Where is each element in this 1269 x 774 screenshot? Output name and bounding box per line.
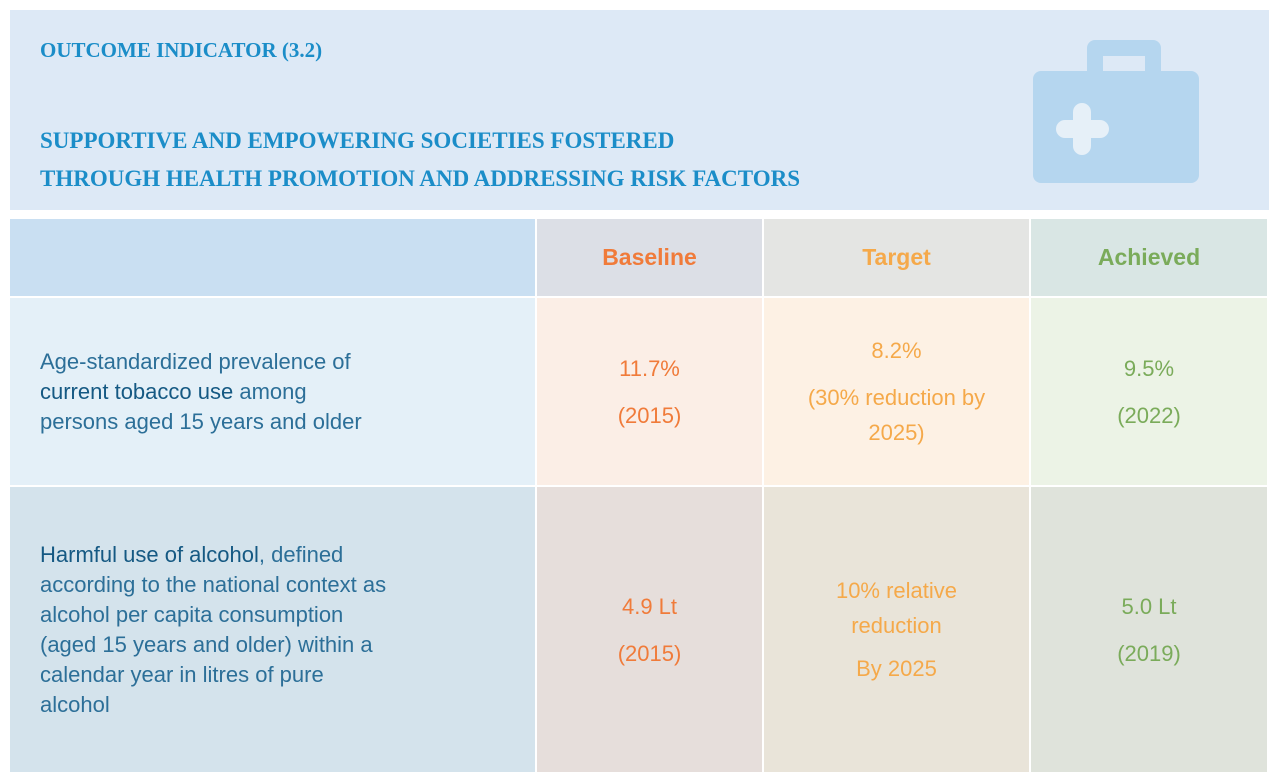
emphasis: Harmful use of alcohol xyxy=(40,541,259,567)
note: (2015) xyxy=(617,402,682,428)
header-band: OUTCOME INDICATOR (3.2) SUPPORTIVE AND E… xyxy=(10,10,1269,210)
row: Age-standardized prevalence of current t… xyxy=(10,298,1267,485)
value: 8.2% xyxy=(871,338,922,363)
value: 5.0 Lt xyxy=(1121,593,1177,619)
header-row: Baseline Target Achieved xyxy=(10,219,1267,296)
briefcase-icon xyxy=(1033,40,1199,183)
achieved-cell: 5.0 Lt (2019) xyxy=(1031,487,1267,772)
note: By 2025 xyxy=(856,656,937,681)
baseline-cell: 11.7% (2015) xyxy=(537,298,762,485)
header-cell: Target xyxy=(764,219,1029,296)
indicator-cell: Age-standardized prevalence of current t… xyxy=(10,298,535,485)
indicator-table: Baseline Target Achieved Age-standardize… xyxy=(8,217,1269,774)
indicator-label: OUTCOME INDICATOR (3.2) xyxy=(40,38,323,62)
achieved-cell: 9.5% (2022) xyxy=(1031,298,1267,485)
value: 11.7% xyxy=(619,355,680,381)
text: among persons aged 15 years and older xyxy=(40,378,362,434)
note: (2015) xyxy=(617,640,682,666)
target-cell: 8.2% (30% reduction by 2025) xyxy=(764,298,1029,485)
row: Harmful use of alcohol, defined accordin… xyxy=(10,487,1267,772)
target-cell: 10% relative reduction By 2025 xyxy=(764,487,1029,772)
text: , defined according to the national cont… xyxy=(40,541,387,717)
value: 10% relative reduction xyxy=(835,578,958,638)
text: Age-standardized prevalence of xyxy=(40,348,351,374)
note: (2019) xyxy=(1117,640,1181,666)
header-cell: Achieved xyxy=(1031,219,1267,296)
baseline-cell: 4.9 Lt (2015) xyxy=(537,487,762,772)
title-line: SUPPORTIVE AND EMPOWERING SOCIETIES FOST… xyxy=(40,128,675,153)
header-cell: Baseline xyxy=(537,219,762,296)
note: (30% reduction by 2025) xyxy=(807,385,986,445)
title-line: THROUGH HEALTH PROMOTION AND ADDRESSING … xyxy=(40,166,800,191)
note: (2022) xyxy=(1117,402,1181,428)
indicator-cell: Harmful use of alcohol, defined accordin… xyxy=(10,487,535,772)
value: 4.9 Lt xyxy=(621,593,678,619)
value: 9.5% xyxy=(1123,355,1175,381)
header-cell xyxy=(10,219,535,296)
emphasis: current tobacco use xyxy=(40,378,234,404)
header-title: SUPPORTIVE AND EMPOWERING SOCIETIES FOST… xyxy=(40,122,940,198)
